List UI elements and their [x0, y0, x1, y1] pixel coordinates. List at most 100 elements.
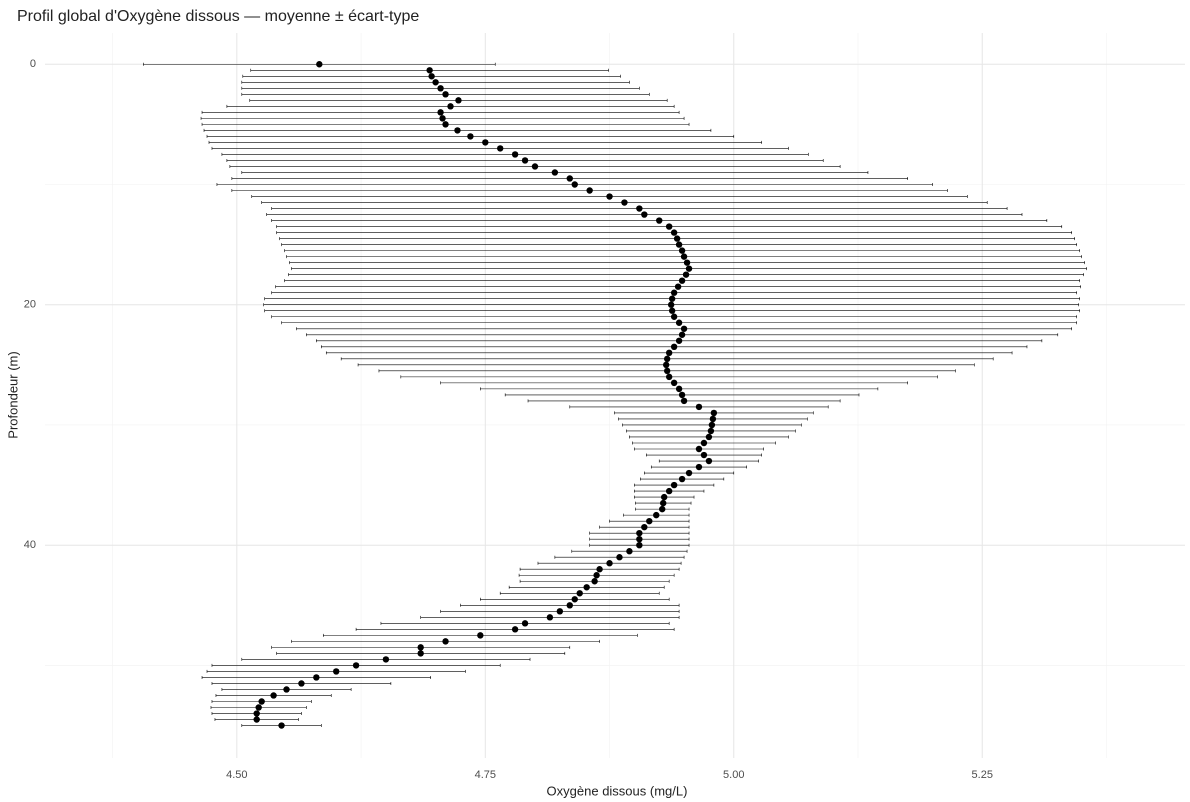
- point: [641, 211, 648, 218]
- point: [477, 632, 484, 639]
- point: [382, 656, 390, 663]
- point: [665, 223, 673, 230]
- point: [270, 692, 277, 699]
- point: [636, 541, 643, 549]
- point: [685, 469, 693, 477]
- x-axis-label: Oxygène dissous (mg/L): [547, 783, 688, 798]
- point: [253, 710, 260, 717]
- point: [660, 493, 668, 501]
- point: [682, 271, 690, 278]
- point: [653, 511, 660, 519]
- point: [695, 403, 703, 411]
- point: [417, 644, 424, 651]
- point: [663, 367, 671, 375]
- point: [705, 457, 713, 465]
- point: [683, 259, 691, 266]
- point: [432, 79, 439, 86]
- point: [283, 686, 290, 693]
- point: [596, 566, 603, 573]
- point: [670, 313, 678, 320]
- point: [675, 337, 683, 344]
- point: [678, 331, 686, 338]
- point: [708, 421, 716, 429]
- point: [665, 487, 673, 495]
- point: [566, 602, 573, 609]
- point: [641, 523, 648, 531]
- point: [616, 554, 623, 561]
- point: [442, 638, 449, 645]
- point: [255, 704, 262, 711]
- point: [656, 217, 663, 224]
- point: [437, 85, 444, 92]
- point: [566, 175, 573, 182]
- point: [417, 650, 424, 657]
- point: [659, 505, 666, 513]
- point: [546, 614, 554, 621]
- point: [680, 325, 688, 332]
- point: [680, 253, 688, 260]
- point: [439, 115, 446, 122]
- point: [678, 475, 686, 483]
- point: [583, 584, 590, 591]
- point: [668, 295, 676, 302]
- point: [467, 133, 474, 140]
- point: [685, 265, 693, 272]
- point: [626, 548, 633, 555]
- point: [571, 181, 578, 188]
- point: [665, 349, 673, 357]
- y-axis-label: Profondeur (m): [5, 351, 20, 438]
- point: [521, 620, 529, 627]
- point: [670, 343, 678, 351]
- point: [678, 277, 686, 284]
- point: [673, 235, 681, 242]
- point: [428, 73, 435, 80]
- point: [258, 698, 265, 705]
- point: [667, 301, 675, 308]
- point: [455, 97, 462, 104]
- point: [700, 439, 708, 447]
- point: [278, 722, 285, 729]
- point: [571, 596, 578, 603]
- point: [665, 373, 673, 381]
- point: [680, 397, 688, 405]
- point: [586, 187, 593, 194]
- point: [674, 283, 682, 290]
- point: [606, 560, 613, 567]
- point: [678, 391, 686, 399]
- point: [695, 445, 703, 453]
- point: [606, 193, 613, 200]
- point: [352, 662, 360, 669]
- point: [636, 529, 643, 537]
- y-tick-label: 40: [24, 539, 36, 551]
- point: [662, 361, 670, 369]
- point: [482, 139, 489, 146]
- point: [437, 109, 444, 116]
- point: [621, 199, 628, 206]
- point: [497, 145, 504, 152]
- point: [556, 608, 564, 615]
- point: [636, 535, 643, 543]
- point: [521, 157, 529, 164]
- point: [663, 355, 671, 363]
- point: [707, 427, 715, 435]
- point: [316, 61, 323, 68]
- x-tick-label: 4.75: [475, 769, 496, 781]
- point: [593, 572, 600, 579]
- y-tick-label: 20: [24, 299, 36, 311]
- x-tick-label: 5.00: [723, 769, 744, 781]
- point: [636, 205, 643, 212]
- point: [511, 151, 519, 158]
- point: [700, 451, 708, 459]
- point: [670, 229, 678, 236]
- x-tick-label: 4.50: [226, 769, 247, 781]
- point: [253, 716, 260, 723]
- point: [442, 91, 449, 98]
- point: [551, 169, 559, 176]
- point: [591, 578, 598, 585]
- point: [668, 307, 676, 314]
- point: [646, 517, 653, 525]
- point: [675, 385, 683, 393]
- point: [705, 433, 713, 441]
- point: [454, 127, 461, 134]
